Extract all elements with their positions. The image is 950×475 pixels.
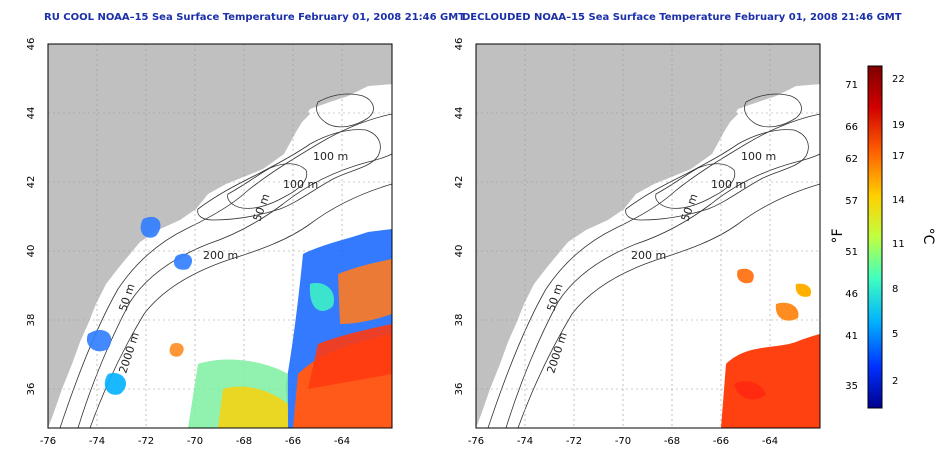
right-y-tick-label: 44 bbox=[454, 107, 465, 120]
colorbar-celsius-ticks: 22 19 17 14 11 8 5 2 bbox=[892, 74, 905, 387]
left-y-tick-label: 40 bbox=[26, 245, 37, 258]
celsius-unit-label: °C bbox=[920, 228, 936, 245]
left-x-tick-label: -70 bbox=[187, 436, 203, 447]
fahrenheit-tick-label: 66 bbox=[845, 122, 858, 133]
left-x-tick-label: -74 bbox=[89, 436, 105, 447]
fahrenheit-tick-label: 46 bbox=[845, 289, 858, 300]
right-x-tick-label: -76 bbox=[468, 436, 484, 447]
right-y-tick-label: 40 bbox=[454, 245, 465, 258]
fahrenheit-tick-label: 62 bbox=[845, 154, 858, 165]
celsius-tick-label: 14 bbox=[892, 195, 905, 206]
left-y-axis: 36 38 40 42 44 46 bbox=[26, 38, 37, 396]
right-map-panel: 100 m 100 m 50 m 200 m 50 m 2000 m -76 -… bbox=[454, 38, 821, 447]
celsius-tick-label: 19 bbox=[892, 120, 905, 131]
left-x-axis: -76 -74 -72 -70 -68 -66 -64 bbox=[40, 436, 350, 447]
right-x-tick-label: -72 bbox=[566, 436, 582, 447]
left-x-tick-label: -68 bbox=[236, 436, 252, 447]
celsius-tick-label: 22 bbox=[892, 74, 905, 85]
fahrenheit-tick-label: 51 bbox=[845, 247, 858, 258]
right-contour-label: 200 m bbox=[631, 249, 666, 262]
celsius-tick-label: 17 bbox=[892, 151, 905, 162]
right-x-tick-label: -74 bbox=[517, 436, 533, 447]
celsius-tick-label: 5 bbox=[892, 329, 898, 340]
left-x-tick-label: -76 bbox=[40, 436, 56, 447]
fahrenheit-tick-label: 35 bbox=[845, 381, 858, 392]
left-y-tick-label: 42 bbox=[26, 176, 37, 189]
right-sst-overlay bbox=[721, 268, 820, 428]
right-y-tick-label: 38 bbox=[454, 314, 465, 327]
left-y-tick-label: 36 bbox=[26, 383, 37, 396]
left-sst-overlay bbox=[86, 216, 392, 428]
left-y-tick-label: 46 bbox=[26, 38, 37, 51]
right-contour-label: 100 m bbox=[711, 178, 746, 191]
right-y-tick-label: 42 bbox=[454, 176, 465, 189]
colorbar-fahrenheit-ticks: 71 66 62 57 51 46 41 35 bbox=[845, 80, 858, 392]
left-y-tick-label: 44 bbox=[26, 107, 37, 120]
left-x-tick-label: -72 bbox=[138, 436, 154, 447]
fahrenheit-tick-label: 41 bbox=[845, 331, 858, 342]
right-y-tick-label: 36 bbox=[454, 383, 465, 396]
left-contour-label: 100 m bbox=[283, 178, 318, 191]
right-map-frame bbox=[475, 43, 821, 429]
left-y-tick-label: 38 bbox=[26, 314, 37, 327]
celsius-tick-label: 11 bbox=[892, 239, 905, 250]
colorbar: 71 66 62 57 51 46 41 35 22 19 17 14 11 8… bbox=[830, 65, 936, 409]
left-map-title: RU COOL NOAA–15 Sea Surface Temperature … bbox=[44, 12, 466, 23]
right-x-tick-label: -70 bbox=[615, 436, 631, 447]
left-map-panel: 100 m 100 m 50 m 200 m 50 m 2000 m -76 -… bbox=[26, 38, 393, 447]
right-x-tick-label: -66 bbox=[713, 436, 729, 447]
right-x-axis: -76 -74 -72 -70 -68 -66 -64 bbox=[468, 436, 778, 447]
right-contour-label: 100 m bbox=[741, 150, 776, 163]
right-y-axis: 36 38 40 42 44 46 bbox=[454, 38, 465, 396]
celsius-tick-label: 2 bbox=[892, 376, 898, 387]
fahrenheit-unit-label: °F bbox=[830, 228, 846, 243]
right-x-tick-label: -68 bbox=[664, 436, 680, 447]
left-contour-label: 100 m bbox=[313, 150, 348, 163]
left-contour-label: 200 m bbox=[203, 249, 238, 262]
fahrenheit-tick-label: 57 bbox=[845, 196, 858, 207]
left-x-tick-label: -66 bbox=[285, 436, 301, 447]
left-map-frame bbox=[47, 43, 393, 429]
left-x-tick-label: -64 bbox=[334, 436, 350, 447]
colorbar-gradient-bar bbox=[867, 65, 883, 409]
right-map-title: DECLOUDED NOAA–15 Sea Surface Temperatur… bbox=[462, 12, 902, 23]
fahrenheit-tick-label: 71 bbox=[845, 80, 858, 91]
right-y-tick-label: 46 bbox=[454, 38, 465, 51]
right-x-tick-label: -64 bbox=[762, 436, 778, 447]
celsius-tick-label: 8 bbox=[892, 284, 898, 295]
